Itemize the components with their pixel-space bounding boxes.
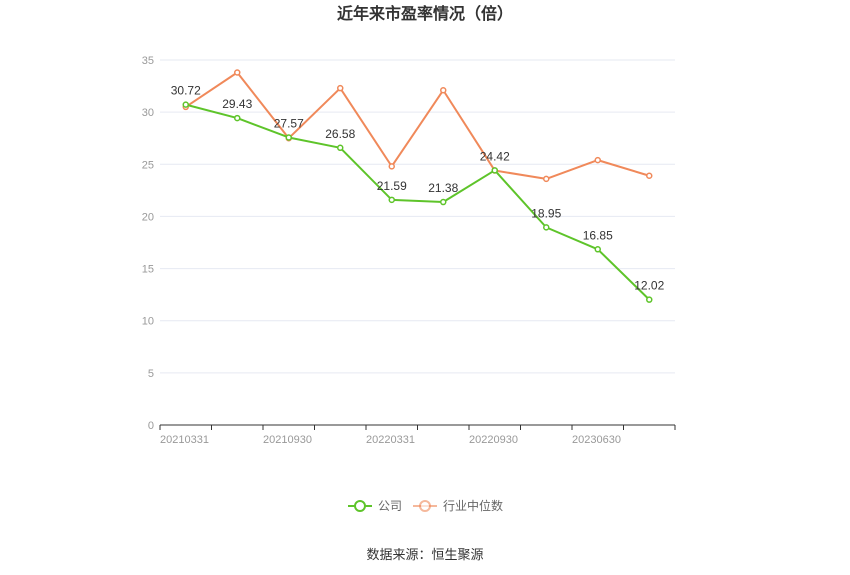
- data-point-industry[interactable]: [543, 175, 550, 183]
- data-point-company[interactable]: [440, 198, 447, 206]
- data-point-company[interactable]: [285, 134, 292, 141]
- data-point-company[interactable]: [543, 224, 550, 231]
- data-point-company[interactable]: [491, 167, 498, 174]
- data-label: 21.59: [377, 179, 407, 193]
- data-point-company[interactable]: [594, 246, 601, 253]
- data-point-industry[interactable]: [594, 156, 601, 164]
- x-tick-label: 20220331: [366, 434, 415, 446]
- data-label: 30.72: [171, 84, 201, 98]
- legend[interactable]: 公司 行业中位数: [348, 498, 503, 513]
- data-label: 26.58: [325, 127, 355, 141]
- data-source: 数据来源：恒生聚源: [366, 548, 483, 563]
- y-tick-label: 25: [142, 159, 154, 171]
- data-point-company[interactable]: [646, 296, 653, 303]
- legend-marker-industry: [419, 500, 431, 512]
- data-point-company[interactable]: [234, 114, 241, 122]
- data-label: 24.42: [480, 149, 510, 163]
- data-point-company[interactable]: [388, 196, 395, 204]
- series: [182, 69, 653, 303]
- y-tick-label: 35: [142, 55, 154, 67]
- y-tick-label: 10: [142, 316, 154, 328]
- x-tick-label: 20210930: [263, 434, 312, 446]
- grid: [160, 59, 675, 374]
- data-point-industry[interactable]: [234, 69, 241, 76]
- data-point-industry[interactable]: [440, 86, 447, 94]
- data-point-industry[interactable]: [646, 172, 653, 180]
- data-labels: 30.72 29.43 27.57 26.58 21.59 21.38 24.42 18.95…: [171, 84, 665, 293]
- data-point-company[interactable]: [337, 144, 344, 152]
- series-line-company: [185, 103, 650, 301]
- data-label: 29.43: [222, 97, 252, 111]
- legend-marker-company: [354, 500, 366, 512]
- legend-item-industry[interactable]: 行业中位数: [413, 498, 503, 513]
- y-tick-label: 5: [148, 368, 154, 380]
- x-tick-label: 20230630: [572, 434, 621, 446]
- axes: 0 5 10 15 20 25 30 35 20210331 20210930 20220331 20…: [142, 55, 676, 446]
- x-tick-label: 20210331: [160, 434, 209, 446]
- series-line-industry: [185, 71, 650, 180]
- data-point-company[interactable]: [182, 101, 189, 108]
- data-label: 21.38: [428, 181, 458, 195]
- data-label: 18.95: [531, 206, 561, 220]
- chart-title: 近年来市盈率情况（倍）: [337, 4, 513, 23]
- y-tick-label: 0: [148, 420, 154, 432]
- y-tick-label: 15: [142, 264, 154, 276]
- legend-label-company: 公司: [378, 499, 402, 513]
- legend-item-company[interactable]: 公司: [348, 499, 402, 513]
- data-point-industry[interactable]: [337, 84, 344, 92]
- data-label: 27.57: [274, 116, 304, 130]
- y-tick-label: 30: [142, 107, 154, 119]
- x-tick-label: 20220930: [469, 434, 518, 446]
- data-label: 16.85: [583, 228, 613, 242]
- data-point-industry[interactable]: [388, 163, 395, 170]
- y-tick-label: 20: [142, 211, 154, 223]
- legend-label-industry: 行业中位数: [443, 498, 503, 513]
- data-label: 12.02: [634, 279, 664, 293]
